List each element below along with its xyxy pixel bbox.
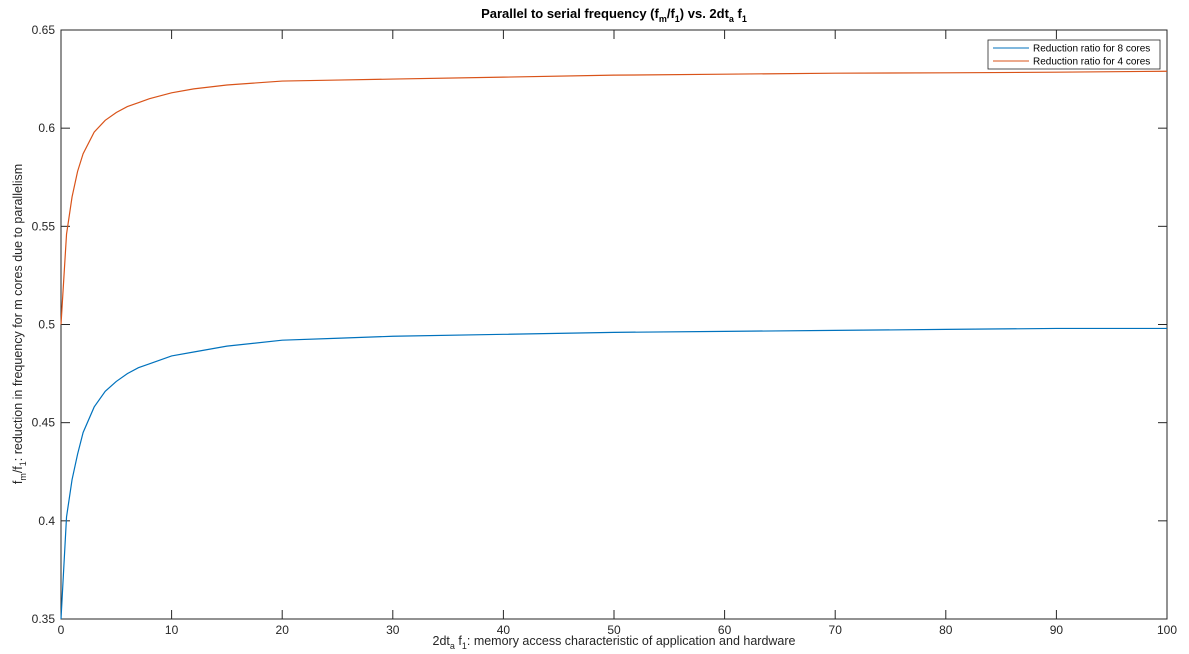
- y-tick-label: 0.55: [32, 219, 56, 233]
- x-tick-label: 50: [607, 623, 621, 637]
- axis-ticks: 0 10 20 30 40 50 60 70 80 90 100 0.35 0.4 0.45 0.5 0.55…: [32, 23, 1178, 637]
- y-axis-label: fm/f1: reduction in frequency for m core…: [11, 164, 28, 484]
- y-tick-label: 0.35: [32, 612, 56, 626]
- x-axis-label: 2dta f1: memory access characteristic of…: [433, 634, 796, 651]
- x-tick-label: 70: [829, 623, 843, 637]
- x-tick-label: 40: [497, 623, 511, 637]
- x-tick-label: 100: [1157, 623, 1177, 637]
- legend-label-8-cores: Reduction ratio for 8 cores: [1033, 44, 1150, 55]
- x-tick-label: 90: [1050, 623, 1064, 637]
- x-tick-label: 0: [58, 623, 65, 637]
- x-tick-label: 30: [386, 623, 400, 637]
- series-line-1: [60, 70, 1168, 325]
- chart-title: Parallel to serial frequency (fm/f1) vs.…: [481, 6, 747, 24]
- y-tick-label: 0.5: [38, 318, 55, 332]
- plot-area: [60, 29, 1168, 620]
- x-tick-label: 20: [276, 623, 290, 637]
- y-tick-label: 0.65: [32, 23, 56, 37]
- legend-label-4-cores: Reduction ratio for 4 cores: [1033, 57, 1150, 68]
- series-layer: [60, 70, 1168, 620]
- legend: Reduction ratio for 8 cores Reduction ra…: [987, 39, 1161, 70]
- y-tick-label: 0.45: [32, 416, 56, 430]
- x-tick-label: 60: [718, 623, 732, 637]
- series-line-0: [60, 327, 1167, 620]
- y-tick-label: 0.6: [38, 121, 55, 135]
- x-tick-label: 80: [939, 623, 953, 637]
- x-tick-label: 10: [165, 623, 179, 637]
- legend-box: [987, 39, 1161, 70]
- y-tick-label: 0.4: [38, 514, 55, 528]
